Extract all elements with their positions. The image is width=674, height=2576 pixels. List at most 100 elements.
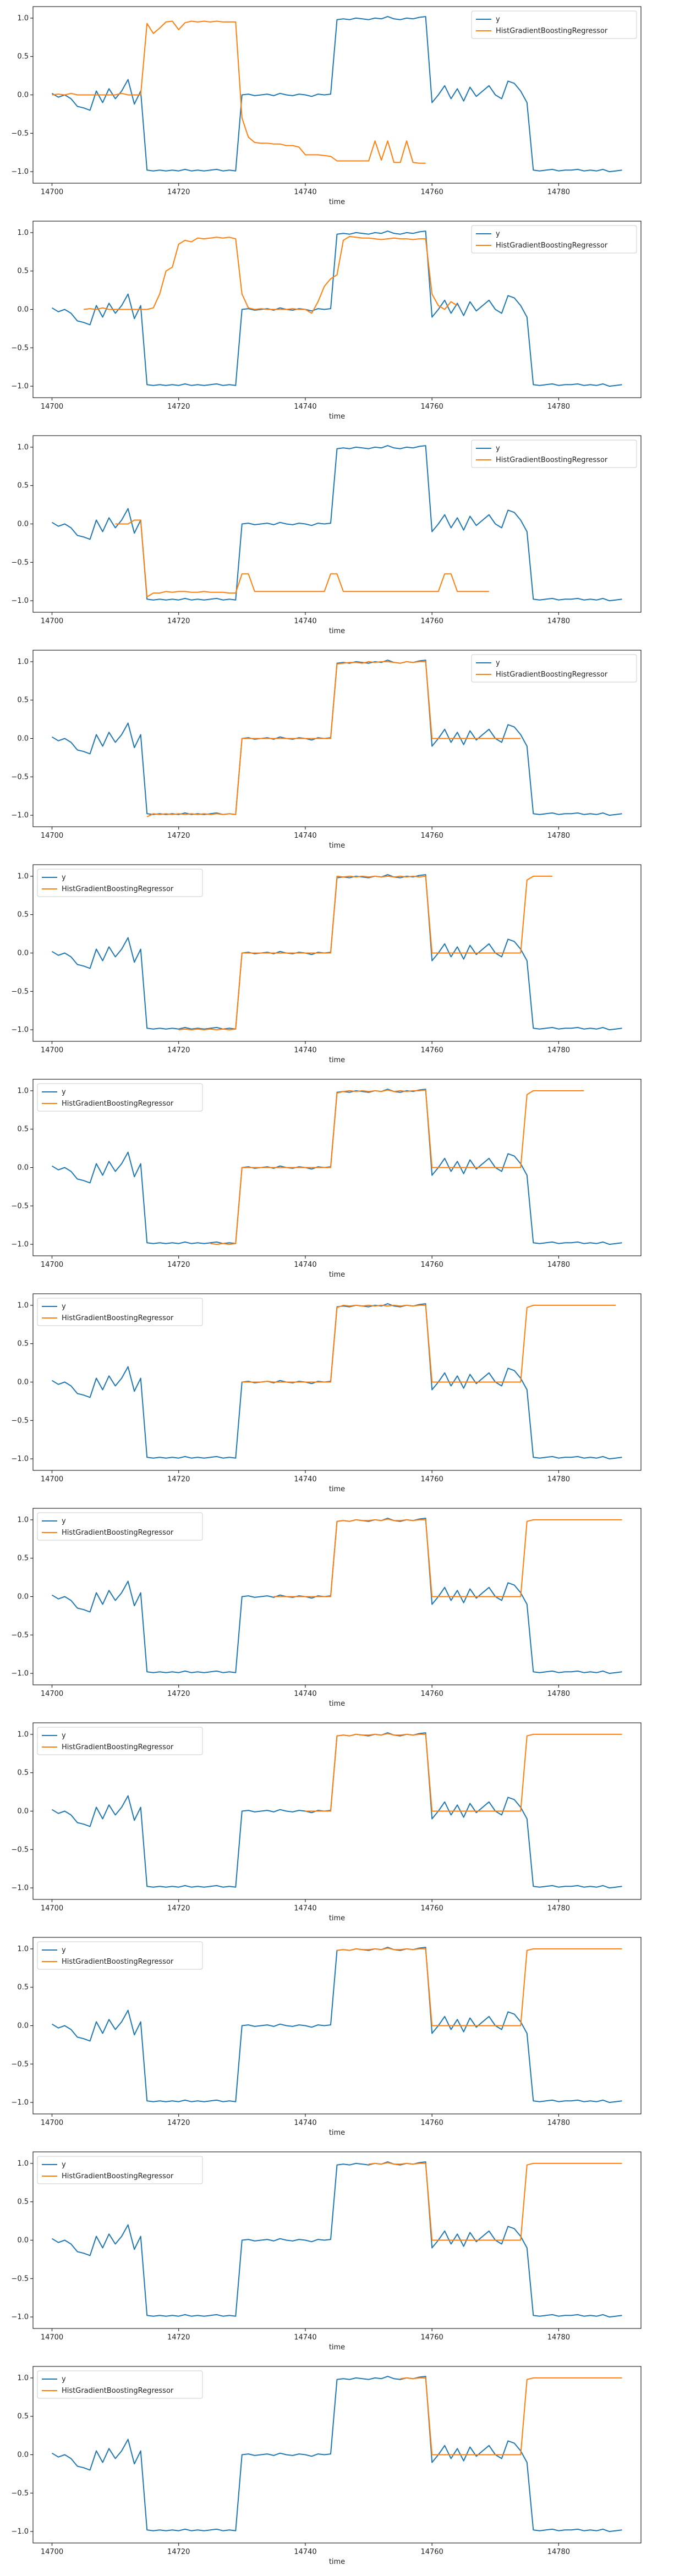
y-tick-label: 1.0 [17,2160,29,2168]
x-axis-label: time [329,627,345,635]
x-tick-label: 14700 [41,1690,63,1698]
forecast-chart-2: 14700 14720 14740 14760 14780 −1.0 −0.5 0.0 0.5 1… [11,221,642,421]
legend-box [37,1727,203,1755]
x-tick-label: 14700 [41,832,63,840]
legend-label: HistGradientBoostingRegressor [62,1314,174,1322]
x-axis-label: time [329,1700,345,1708]
y-tick-label: 0.5 [17,911,29,919]
x-tick-label: 14760 [420,1904,443,1913]
x-tick-label: 14700 [41,1261,63,1269]
series-line-prediction [368,2162,622,2241]
legend-label: HistGradientBoostingRegressor [62,885,174,893]
x-axis-label: time [329,1485,345,1493]
series-line-y [51,230,622,387]
y-tick-label: 1.0 [17,1516,29,1524]
y-tick-label: 0.0 [17,2451,29,2459]
y-tick-label: 0.5 [17,1555,29,1563]
x-axis-label: time [329,413,345,421]
series-line-y [51,445,622,602]
legend: y HistGradientBoostingRegressor [37,1941,203,1970]
x-axis-label: time [329,2129,345,2137]
x-tick-label: 14760 [420,1046,443,1054]
x-tick-label: 14760 [420,2119,443,2127]
series-line-prediction [305,1733,622,1812]
series-line-prediction [52,20,426,164]
x-tick-label: 14780 [547,617,570,625]
x-tick-label: 14780 [547,1046,570,1054]
x-tick-label: 14720 [167,1904,190,1913]
legend-box [37,1298,203,1326]
y-tick-label: −1.0 [11,1884,29,1892]
x-tick-label: 14780 [547,188,570,196]
series-line-prediction [146,661,521,817]
x-tick-label: 14720 [167,2119,190,2127]
legend-label: HistGradientBoostingRegressor [62,1100,174,1108]
x-tick-label: 14760 [420,1690,443,1698]
y-tick-label: 0.0 [17,735,29,743]
legend-label: y [62,1517,66,1525]
y-tick-label: 0.0 [17,91,29,100]
y-tick-label: −1.0 [11,382,29,391]
x-tick-label: 14780 [547,1690,570,1698]
y-tick-label: 0.5 [17,1984,29,1992]
forecast-chart-5: 14700 14720 14740 14760 14780 −1.0 −0.5 0.0 0.5 1… [11,864,642,1064]
legend-label: HistGradientBoostingRegressor [496,456,608,464]
series-line-prediction [400,2377,622,2456]
x-tick-label: 14780 [547,1475,570,1484]
x-tick-label: 14760 [420,403,443,411]
y-tick-label: −1.0 [11,597,29,605]
legend-label: y [496,444,500,453]
y-tick-label: 0.0 [17,949,29,958]
y-tick-label: −0.5 [11,344,29,352]
y-tick-label: 0.0 [17,2022,29,2030]
x-tick-label: 14780 [547,2119,570,2127]
x-tick-label: 14720 [167,188,190,196]
series-line-prediction [242,1304,616,1383]
y-tick-label: −0.5 [11,1631,29,1639]
x-tick-label: 14700 [41,2119,63,2127]
y-tick-label: −0.5 [11,1202,29,1210]
forecast-chart-9: 14700 14720 14740 14760 14780 −1.0 −0.5 0.0 0.5 1… [11,1722,642,1923]
legend-box [37,2370,203,2399]
series-line-y [51,2376,622,2533]
legend-box [471,654,637,683]
y-tick-label: −1.0 [11,1026,29,1034]
legend-label: HistGradientBoostingRegressor [62,1958,174,1966]
y-tick-label: 0.5 [17,482,29,490]
y-tick-label: −1.0 [11,2313,29,2321]
y-tick-label: 1.0 [17,1301,29,1310]
x-tick-label: 14780 [547,832,570,840]
x-tick-label: 14760 [420,2548,443,2556]
series-line-y [51,2161,622,2318]
y-tick-label: 1.0 [17,1087,29,1095]
x-tick-label: 14780 [547,1904,570,1913]
series-line-prediction [83,235,458,314]
series-line-prediction [115,519,489,598]
x-tick-label: 14740 [294,1475,316,1484]
legend-box [471,10,637,39]
legend-label: HistGradientBoostingRegressor [62,2387,174,2395]
y-tick-label: 0.5 [17,1340,29,1348]
y-tick-label: 1.0 [17,443,29,452]
legend-label: HistGradientBoostingRegressor [496,671,608,679]
x-tick-label: 14700 [41,403,63,411]
x-tick-label: 14720 [167,2333,190,2342]
x-tick-label: 14760 [420,1261,443,1269]
legend: y HistGradientBoostingRegressor [37,2370,203,2399]
x-tick-label: 14700 [41,2548,63,2556]
x-tick-label: 14780 [547,2333,570,2342]
y-tick-label: 0.0 [17,306,29,314]
x-tick-label: 14780 [547,2548,570,2556]
x-tick-label: 14740 [294,2333,316,2342]
legend-box [37,1941,203,1970]
y-tick-label: −0.5 [11,2275,29,2283]
x-tick-label: 14740 [294,1261,316,1269]
legend-label: y [62,1088,66,1096]
y-tick-label: −0.5 [11,1846,29,1854]
x-tick-label: 14760 [420,2333,443,2342]
x-axis-label: time [329,1056,345,1064]
forecast-chart-6: 14700 14720 14740 14760 14780 −1.0 −0.5 0.0 0.5 1… [11,1079,642,1279]
y-tick-label: −0.5 [11,987,29,996]
y-tick-label: 0.5 [17,1769,29,1777]
y-tick-label: 0.5 [17,2413,29,2421]
